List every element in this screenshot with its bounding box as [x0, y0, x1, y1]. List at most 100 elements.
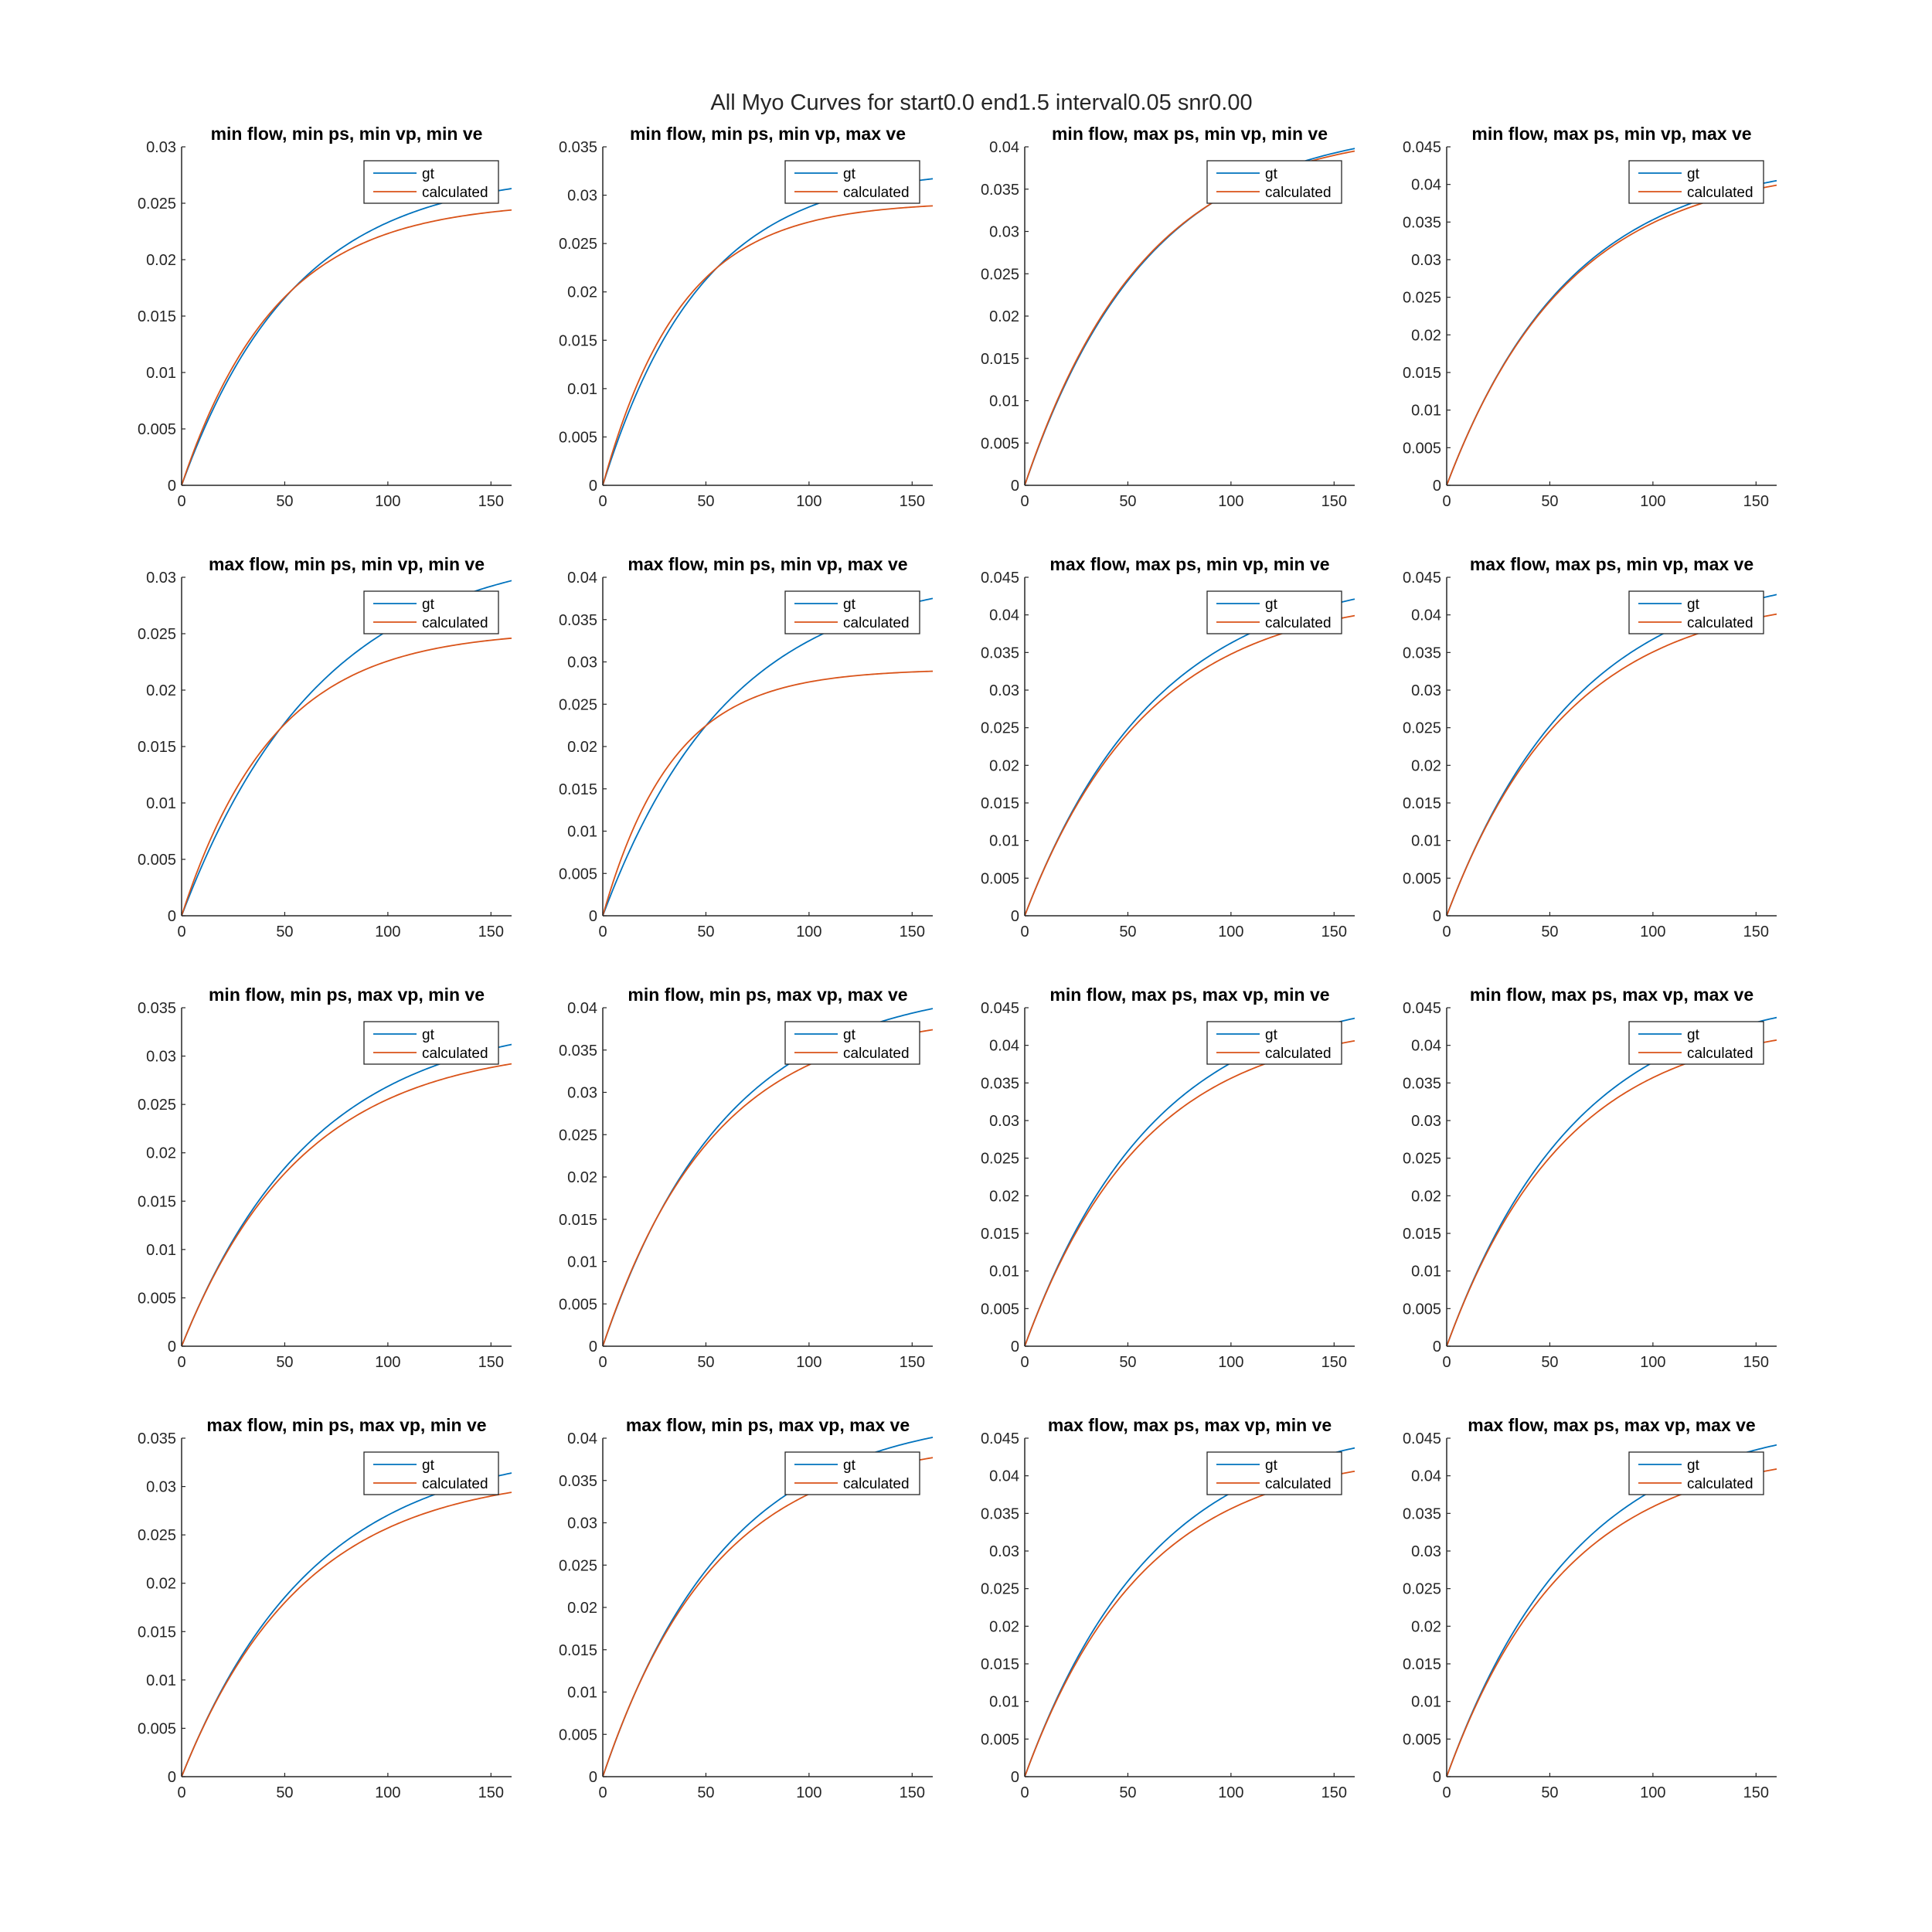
y-tick-label: 0.03	[1411, 1113, 1441, 1130]
y-tick-label: 0.015	[559, 1642, 597, 1659]
y-tick-label: 0.045	[981, 1000, 1019, 1017]
series-line-gt	[1447, 594, 1777, 916]
legend-label: gt	[422, 166, 435, 182]
y-tick-label: 0.03	[989, 1113, 1019, 1130]
series-line-calculated	[1025, 1039, 1355, 1346]
legend: gt calculated	[1206, 590, 1342, 634]
y-tick-label: 0.02	[989, 308, 1019, 325]
y-tick-label: 0.015	[138, 1624, 176, 1641]
x-tick-label: 150	[1743, 923, 1769, 940]
y-tick-label: 0.01	[989, 1694, 1019, 1711]
legend-label: gt	[1687, 1027, 1700, 1043]
y-tick-label: 0.005	[1403, 1301, 1441, 1318]
subplot: max flow, max ps, max vp, max ve 0 0.005 0.…	[1403, 1415, 1777, 1801]
y-tick-label: 0	[589, 908, 597, 925]
y-tick-label: 0.025	[138, 1527, 176, 1544]
y-tick-label: 0.015	[981, 795, 1019, 812]
legend-label: gt	[1687, 166, 1700, 182]
series-line-calculated	[1025, 1470, 1355, 1777]
subplot: max flow, max ps, max vp, min ve 0 0.005 0.…	[981, 1415, 1355, 1801]
x-tick-label: 50	[1119, 1784, 1136, 1801]
y-tick-label: 0.04	[989, 1038, 1019, 1055]
x-tick-label: 150	[1321, 1784, 1347, 1801]
legend-label: gt	[843, 1458, 856, 1474]
series-line-gt	[1025, 598, 1355, 916]
y-tick-label: 0	[1011, 1769, 1019, 1786]
y-tick-label: 0	[589, 478, 597, 495]
y-tick-label: 0.03	[146, 1049, 176, 1066]
y-tick-label: 0.02	[1411, 1618, 1441, 1635]
y-tick-label: 0.01	[989, 393, 1019, 410]
y-tick-label: 0.01	[989, 833, 1019, 850]
subplot-title: max flow, max ps, max vp, max ve	[1468, 1415, 1755, 1435]
y-tick-label: 0.025	[559, 1557, 597, 1574]
legend: gt calculated	[1206, 1021, 1342, 1065]
y-tick-label: 0.01	[146, 1242, 176, 1259]
legend-label: gt	[843, 597, 856, 613]
y-tick-label: 0.025	[981, 1151, 1019, 1168]
y-tick-label: 0.02	[567, 1600, 597, 1617]
y-tick-label: 0.025	[1403, 290, 1441, 307]
y-tick-label: 0.02	[146, 1576, 176, 1593]
series-line-gt	[1447, 1016, 1777, 1346]
x-tick-label: 150	[478, 923, 504, 940]
y-tick-label: 0.03	[567, 1515, 597, 1532]
x-tick-label: 50	[1119, 923, 1136, 940]
subplot: max flow, max ps, min vp, max ve 0 0.005 0.…	[1403, 554, 1777, 940]
subplot: min flow, max ps, max vp, min ve 0 0.005 0.…	[981, 985, 1355, 1371]
x-tick-label: 100	[796, 1354, 821, 1371]
legend-label: gt	[843, 1027, 856, 1043]
legend-box	[1206, 590, 1342, 634]
y-tick-label: 0.005	[138, 1720, 176, 1737]
y-tick-label: 0.04	[989, 139, 1019, 156]
x-tick-label: 100	[375, 923, 400, 940]
y-tick-label: 0.02	[146, 682, 176, 699]
subplot: min flow, max ps, min vp, min ve 0 0.005 0.…	[981, 124, 1355, 510]
series-line-calculated	[182, 1063, 512, 1346]
y-tick-label: 0	[168, 1338, 176, 1355]
y-tick-label: 0	[1011, 908, 1019, 925]
y-tick-label: 0.015	[1403, 1656, 1441, 1673]
y-tick-label: 0.005	[981, 1731, 1019, 1748]
y-tick-label: 0.005	[981, 435, 1019, 452]
x-tick-label: 50	[697, 493, 714, 510]
subplot: min flow, min ps, min vp, max ve 0 0.005 0.…	[559, 124, 933, 510]
y-tick-label: 0.015	[138, 1193, 176, 1210]
y-tick-label: 0.005	[1403, 1731, 1441, 1748]
series-line-gt	[1025, 1447, 1355, 1777]
series-line-calculated	[603, 1457, 933, 1777]
y-tick-label: 0	[589, 1769, 597, 1786]
y-tick-label: 0.015	[981, 351, 1019, 368]
subplot-title: min flow, min ps, min vp, max ve	[630, 124, 906, 144]
series-line-calculated	[1447, 1468, 1777, 1777]
y-tick-label: 0.01	[1411, 1264, 1441, 1281]
y-tick-label: 0.005	[981, 870, 1019, 887]
y-tick-label: 0.025	[138, 1097, 176, 1114]
y-tick-label: 0.035	[559, 1473, 597, 1490]
y-tick-label: 0.02	[146, 1145, 176, 1162]
y-tick-label: 0	[1433, 1769, 1441, 1786]
legend: gt calculated	[784, 1451, 920, 1495]
y-tick-label: 0.025	[559, 696, 597, 713]
y-tick-label: 0.015	[1403, 365, 1441, 382]
y-tick-label: 0.01	[567, 1685, 597, 1702]
y-tick-label: 0.03	[567, 188, 597, 205]
legend-label: calculated	[1265, 1046, 1332, 1062]
y-tick-label: 0.045	[1403, 1430, 1441, 1447]
legend-label: calculated	[843, 185, 910, 201]
subplot-title: min flow, min ps, min vp, min ve	[211, 124, 483, 144]
legend: gt calculated	[363, 160, 499, 204]
legend-label: calculated	[1265, 185, 1332, 201]
legend-label: gt	[1687, 1458, 1700, 1474]
y-tick-label: 0.025	[981, 1581, 1019, 1598]
legend-box	[363, 1021, 499, 1065]
series-line-calculated	[1447, 613, 1777, 916]
x-tick-label: 50	[1541, 1354, 1558, 1371]
legend: gt calculated	[784, 590, 920, 634]
y-tick-label: 0.02	[567, 739, 597, 756]
legend: gt calculated	[1628, 590, 1764, 634]
x-tick-label: 100	[1640, 923, 1665, 940]
subplot-title: max flow, min ps, min vp, max ve	[628, 554, 907, 574]
y-tick-label: 0.045	[1403, 570, 1441, 587]
legend-label: calculated	[1265, 1476, 1332, 1492]
